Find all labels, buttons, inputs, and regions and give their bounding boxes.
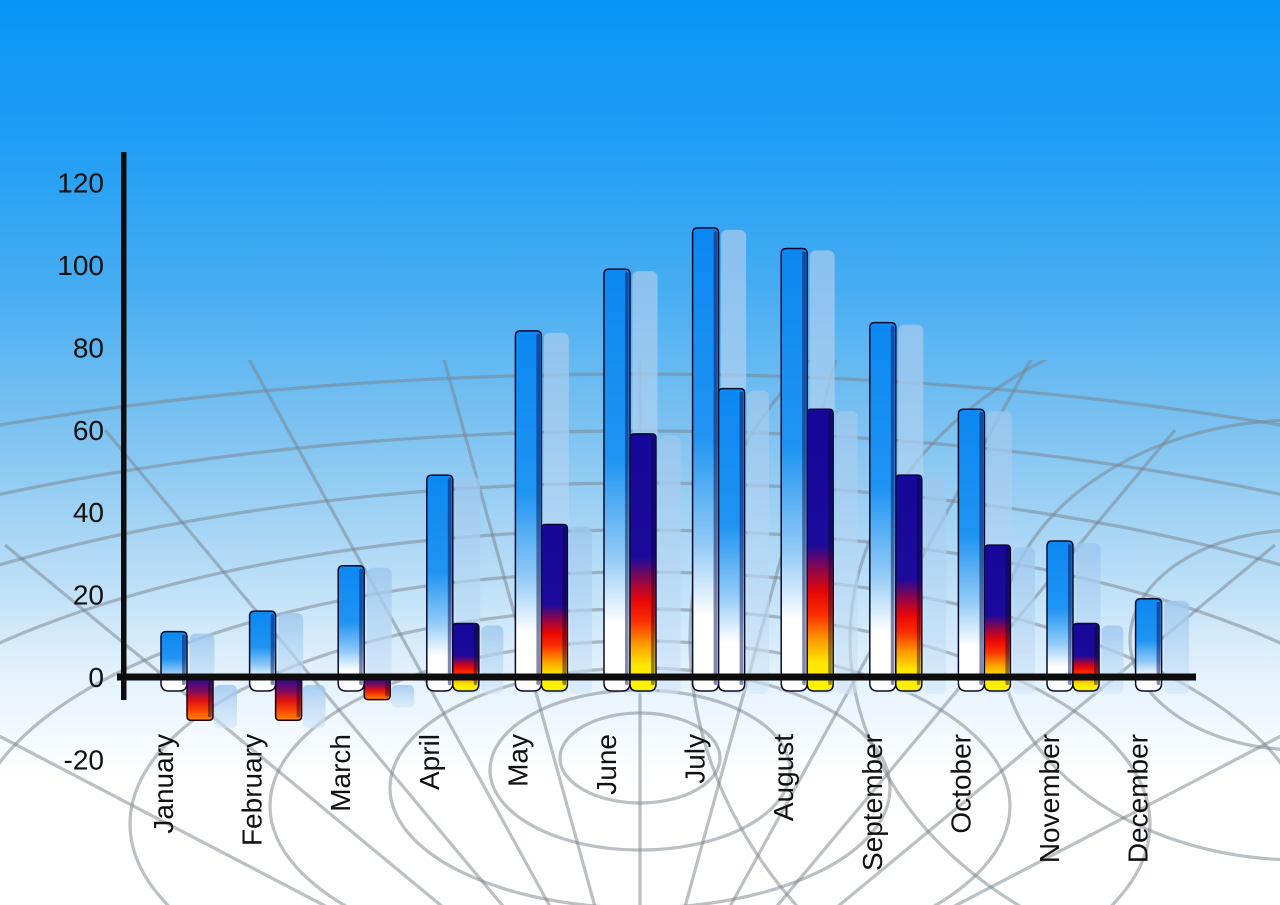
bar-july-main-edge [713, 230, 718, 686]
axes [117, 152, 1196, 700]
bar-january-main-edge [182, 634, 186, 685]
bar-february-secondary-edge [296, 681, 301, 718]
x-label-may: May [502, 734, 533, 787]
bar-august-main-edge [802, 251, 806, 685]
x-label-august: August [768, 734, 799, 821]
bar-september-secondary [895, 474, 923, 692]
bar-december-main [1134, 597, 1163, 692]
y-tick-100: 100 [57, 250, 104, 281]
grid-spoke [775, 428, 1177, 905]
bar-may-main [514, 330, 543, 692]
bar-june-main-edge [625, 272, 629, 685]
y-tick-20: 20 [73, 580, 104, 611]
bar-june-secondary-shadow [658, 435, 681, 694]
bar-june-main [603, 268, 631, 692]
y-axis-labels: 120 100 80 60 40 20 0 -20 [57, 168, 104, 776]
x-label-october: October [945, 734, 976, 834]
grid-spoke [0, 734, 327, 905]
bar-september-secondary-edge [916, 478, 921, 685]
bar-may-secondary-edge [562, 527, 566, 685]
bar-july-secondary [717, 387, 746, 692]
x-label-june: June [591, 734, 622, 795]
bar-january-secondary-edge [208, 681, 212, 718]
grid-spoke [3, 543, 443, 905]
bar-february-main-edge [270, 614, 275, 685]
x-label-december: December [1123, 734, 1154, 863]
bar-may-main-edge [536, 333, 540, 685]
bar-february-main [248, 610, 277, 692]
bar-august-secondary-shadow [835, 411, 858, 694]
bar-june-secondary-edge [651, 436, 655, 685]
bar-march-secondary-edge [385, 681, 389, 697]
y-tick-40: 40 [73, 497, 104, 528]
bar-november-secondary-edge [1094, 626, 1098, 685]
bar-august-secondary [806, 408, 834, 692]
bar-october-secondary [983, 544, 1012, 692]
grid-spoke [103, 428, 505, 905]
bar-october-secondary-shadow [1012, 547, 1035, 694]
bar-march-secondary-shadow [391, 685, 415, 708]
bar-may-secondary [540, 523, 569, 692]
y-axis-line [121, 152, 127, 700]
bar-march-main-edge [359, 568, 363, 685]
bar-september-main [869, 321, 897, 692]
bar-september-secondary-shadow [924, 477, 947, 694]
grid-spoke [953, 734, 1280, 905]
x-label-july: July [680, 734, 711, 784]
bar-april-main-edge [447, 478, 452, 685]
bar-february-secondary-shadow [302, 685, 326, 729]
bar-july-secondary-shadow [747, 390, 770, 694]
grid-spoke [247, 360, 552, 905]
bar-october-main [957, 408, 986, 692]
x-label-march: March [325, 734, 356, 812]
bar-june-secondary [629, 433, 657, 692]
bar-december-main-edge [1156, 601, 1161, 685]
bar-november-main-edge [1068, 544, 1072, 685]
bar-april-main [426, 474, 454, 692]
bars-layer [160, 227, 1190, 729]
y-tick-60: 60 [73, 415, 104, 446]
y-tick-120: 120 [57, 168, 104, 199]
grid-arc [1128, 529, 1280, 751]
x-label-february: February [237, 734, 268, 846]
x-label-september: September [857, 734, 888, 871]
bar-november-secondary-shadow [1101, 625, 1124, 694]
bar-september-main-edge [890, 325, 895, 685]
bar-august-secondary-edge [828, 412, 832, 685]
bar-january-secondary-shadow [214, 685, 237, 729]
x-label-november: November [1034, 734, 1065, 863]
bar-november-main [1046, 540, 1074, 692]
bar-march-main-shadow [366, 567, 392, 694]
y-tick-0: 0 [88, 662, 104, 693]
bar-may-secondary-shadow [569, 526, 592, 694]
bar-december-main-shadow [1164, 600, 1190, 694]
x-label-january: January [148, 734, 179, 834]
grid-arc [688, 360, 813, 905]
bar-october-main-edge [979, 412, 983, 685]
bar-july-secondary-edge [739, 391, 744, 685]
bar-august-main [780, 247, 808, 692]
y-tick-80: 80 [73, 332, 104, 363]
bar-april-secondary-shadow [481, 625, 504, 694]
x-label-april: April [414, 734, 445, 790]
bar-april-secondary-edge [473, 626, 478, 685]
bar-october-secondary-edge [1005, 548, 1009, 685]
y-tick--20: -20 [64, 744, 104, 775]
bar-july-main [691, 227, 720, 692]
month-labels: January February March April May June July Augu… [148, 734, 1154, 871]
x-axis-line [117, 673, 1196, 681]
bar-march-main [337, 565, 365, 692]
